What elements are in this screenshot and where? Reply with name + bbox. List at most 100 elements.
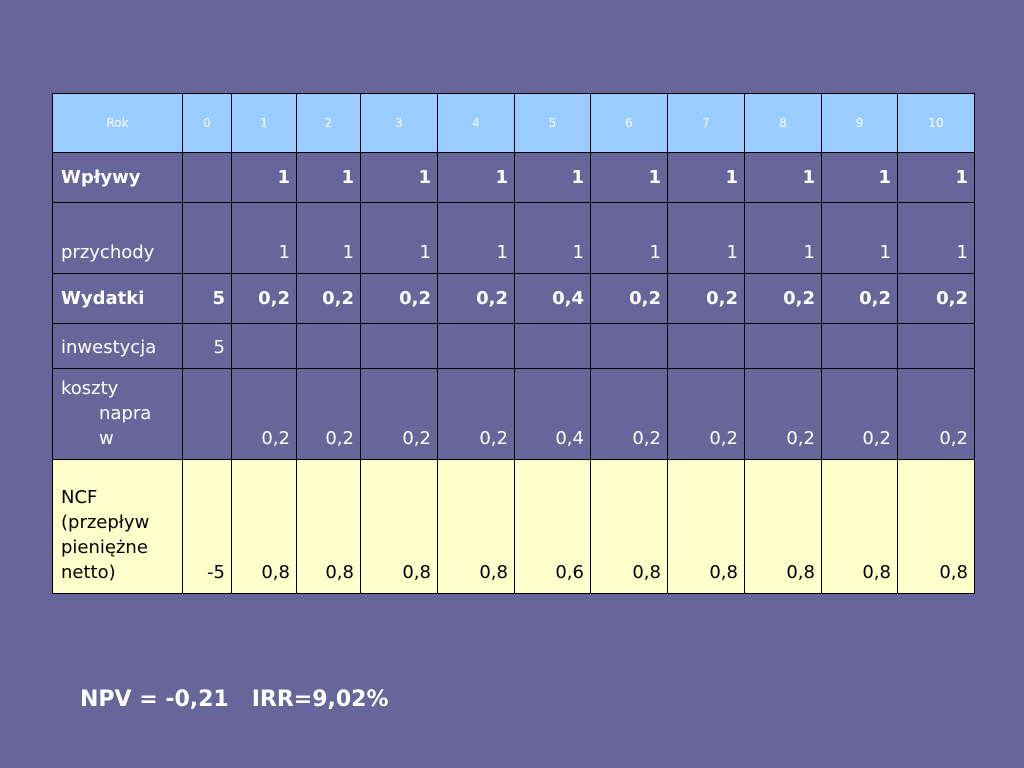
- header-year: 7: [667, 93, 745, 153]
- table-cell: [182, 152, 232, 203]
- table-cell: [182, 202, 232, 274]
- header-year: 10: [897, 93, 975, 153]
- table-cell: 1: [437, 202, 515, 274]
- table-cell: 1: [897, 152, 975, 203]
- table-cell: [667, 323, 745, 369]
- table-row-przychody: przychody 1 1 1 1 1 1 1 1 1 1: [52, 202, 975, 274]
- table-cell: 1: [231, 202, 297, 274]
- table-row-ncf: NCF (przepływ pieniężne netto) -5 0,8 0,…: [52, 459, 975, 594]
- table-cell: 0,2: [296, 368, 361, 460]
- cash-flow-table: Rok 0 1 2 3 4 5 6 7 8 9 10 Wpływy 1 1 1 …: [52, 93, 975, 594]
- header-label-rok: Rok: [52, 93, 183, 153]
- table-cell: 0,2: [360, 368, 438, 460]
- table-cell: [744, 323, 822, 369]
- table-cell: 0,8: [897, 459, 975, 594]
- table-cell: 1: [360, 152, 438, 203]
- table-cell: 1: [821, 202, 898, 274]
- table-cell: 1: [821, 152, 898, 203]
- table-cell: 1: [897, 202, 975, 274]
- table-cell: 0,2: [231, 368, 297, 460]
- row-label-line: NCF: [61, 487, 98, 508]
- table-cell: [590, 323, 668, 369]
- table-cell: 0,2: [821, 368, 898, 460]
- table-cell: 1: [514, 202, 591, 274]
- table-cell: 0,2: [897, 273, 975, 324]
- row-label-line: (przepływ: [61, 512, 150, 533]
- table-cell: 0,8: [360, 459, 438, 594]
- table-cell: 0,2: [667, 368, 745, 460]
- table-cell: 0,8: [667, 459, 745, 594]
- table-cell: 0,2: [590, 368, 668, 460]
- table-cell: [182, 368, 232, 460]
- table-cell: 0,2: [437, 273, 515, 324]
- table-cell: 0,6: [514, 459, 591, 594]
- table-row-wydatki: Wydatki 5 0,2 0,2 0,2 0,2 0,4 0,2 0,2 0,…: [52, 273, 975, 324]
- table-cell: [360, 323, 438, 369]
- table-cell: [514, 323, 591, 369]
- table-cell: 0,8: [296, 459, 361, 594]
- table-cell: 0,2: [296, 273, 361, 324]
- row-label-inwestycja: inwestycja: [52, 323, 183, 369]
- row-label-line: pieniężne: [61, 537, 148, 558]
- table-cell: 0,2: [744, 273, 822, 324]
- table-header-row: Rok 0 1 2 3 4 5 6 7 8 9 10: [52, 93, 975, 153]
- table-row-koszty-napraw: koszty napra w 0,2 0,2 0,2 0,2 0,4 0,2 0…: [52, 368, 975, 460]
- table-cell: 1: [360, 202, 438, 274]
- header-year: 8: [744, 93, 822, 153]
- table-cell: -5: [182, 459, 232, 594]
- table-cell: 1: [296, 202, 361, 274]
- table-cell: 5: [182, 323, 232, 369]
- table-cell: 1: [744, 152, 822, 203]
- row-label-wplywy: Wpływy: [52, 152, 183, 203]
- table-row-inwestycja: inwestycja 5: [52, 323, 975, 369]
- table-cell: [821, 323, 898, 369]
- table-cell: 0,2: [231, 273, 297, 324]
- header-year: 6: [590, 93, 668, 153]
- table-cell: 0,2: [590, 273, 668, 324]
- header-year: 9: [821, 93, 898, 153]
- table-cell: 0,8: [437, 459, 515, 594]
- table-cell: 0,2: [360, 273, 438, 324]
- header-year: 3: [360, 93, 438, 153]
- row-label-przychody: przychody: [52, 202, 183, 274]
- header-year: 0: [182, 93, 232, 153]
- table-cell: 0,8: [821, 459, 898, 594]
- table-cell: 0,2: [667, 273, 745, 324]
- table-cell: 1: [667, 152, 745, 203]
- row-label-line: netto): [61, 562, 116, 583]
- table-cell: 1: [590, 202, 668, 274]
- table-cell: [296, 323, 361, 369]
- table-cell: [897, 323, 975, 369]
- table-cell: [231, 323, 297, 369]
- row-label-line: napra: [99, 403, 152, 424]
- table-cell: 1: [590, 152, 668, 203]
- table-cell: 0,2: [744, 368, 822, 460]
- row-label-line: koszty: [61, 378, 119, 399]
- row-label-wydatki: Wydatki: [52, 273, 183, 324]
- table-cell: 0,2: [437, 368, 515, 460]
- table-cell: 1: [296, 152, 361, 203]
- table-cell: 0,4: [514, 368, 591, 460]
- row-label-ncf: NCF (przepływ pieniężne netto): [52, 459, 183, 594]
- row-label-koszty-napraw: koszty napra w: [52, 368, 183, 460]
- table-cell: 0,8: [744, 459, 822, 594]
- table-cell: 0,4: [514, 273, 591, 324]
- npv-irr-summary: NPV = -0,21 IRR=9,02%: [80, 687, 389, 712]
- table-cell: 1: [667, 202, 745, 274]
- table-cell: 0,8: [231, 459, 297, 594]
- table-cell: 1: [514, 152, 591, 203]
- table-cell: 0,2: [897, 368, 975, 460]
- header-year: 4: [437, 93, 515, 153]
- header-year: 5: [514, 93, 591, 153]
- header-year: 2: [296, 93, 361, 153]
- table-cell: 1: [437, 152, 515, 203]
- table-cell: 1: [231, 152, 297, 203]
- table-row-wplywy: Wpływy 1 1 1 1 1 1 1 1 1 1: [52, 152, 975, 203]
- table-cell: [437, 323, 515, 369]
- table-cell: 1: [744, 202, 822, 274]
- table-cell: 0,2: [821, 273, 898, 324]
- table-cell: 0,8: [590, 459, 668, 594]
- header-year: 1: [231, 93, 297, 153]
- table-cell: 5: [182, 273, 232, 324]
- row-label-line: w: [99, 428, 114, 449]
